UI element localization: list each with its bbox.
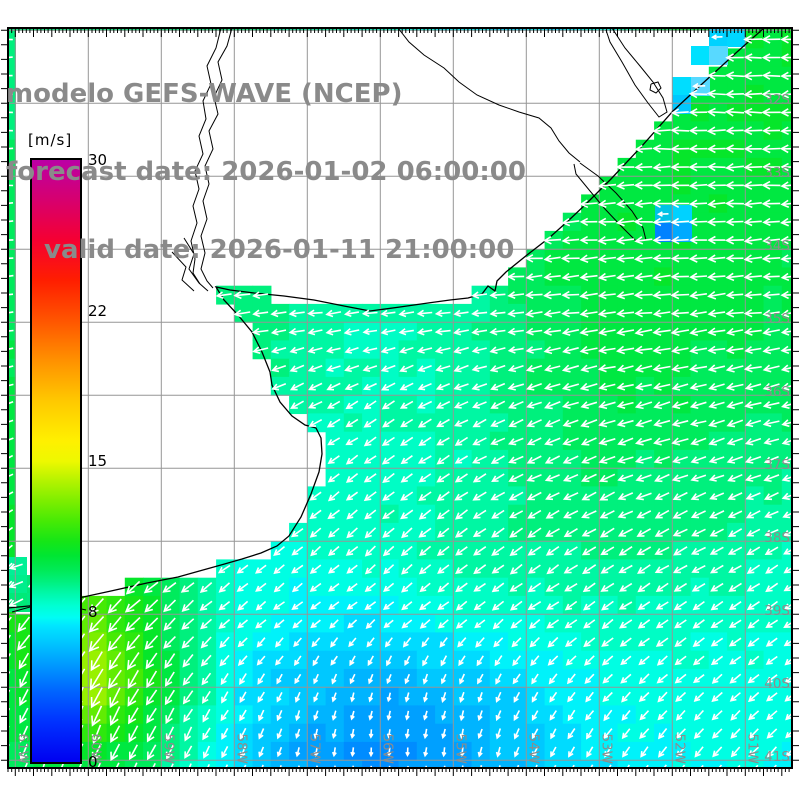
river-or-lagoon-outline (649, 81, 662, 94)
latitude-label: 32S (764, 92, 790, 108)
colorbar-tick-label: 0 (88, 753, 98, 771)
coastline (8, 28, 765, 609)
longitude-label: 58W (233, 733, 249, 764)
longitude-label: 59W (160, 733, 176, 764)
river-or-lagoon-outline (171, 251, 195, 292)
latitude-label: 39S (764, 603, 790, 619)
river-or-lagoon-outline (183, 237, 209, 292)
colorbar-gradient (32, 160, 80, 762)
latitude-label: 35S (764, 311, 790, 327)
colorbar-tick-label: 30 (88, 151, 108, 169)
latitude-label: 34S (764, 238, 790, 254)
latitude-label: 38S (764, 530, 790, 546)
colorbar-tick-label: 15 (88, 452, 108, 470)
colorbar (30, 158, 82, 764)
map-frame-and-ticks (1, 27, 799, 776)
latitude-label: 40S (764, 676, 790, 692)
latitude-label: 33S (764, 165, 790, 181)
longitude-label: 60W (87, 733, 103, 764)
longitude-label: 61W (14, 733, 30, 764)
latitude-label: 36S (764, 384, 790, 400)
axis-labels: 32S 33S 34S 35S 36S 37S 38S 39S 40S 41S 61W 60W 59W 5… (14, 92, 790, 765)
latitude-label: 41S (764, 749, 790, 765)
longitude-label: 51W (744, 733, 760, 764)
longitude-label: 52W (671, 733, 687, 764)
wind-arrows (8, 34, 792, 768)
colorbar-tick-label: 22 (88, 301, 108, 320)
colorbar-tick-label: 8 (88, 602, 98, 621)
longitude-label: 56W (379, 733, 395, 764)
colorbar-unit-label: [m/s] (28, 131, 73, 149)
latitude-label: 37S (764, 457, 790, 473)
axis-ticks (1, 29, 799, 776)
longitude-label: 55W (452, 733, 468, 764)
river-or-lagoon-outline (200, 28, 233, 289)
longitude-label: 54W (525, 733, 541, 764)
river-or-lagoon-outline (397, 28, 581, 163)
river-or-lagoon-outline (605, 28, 668, 118)
river-or-lagoon-outline (190, 28, 222, 285)
longitude-label: 53W (598, 733, 614, 764)
longitude-label: 57W (306, 733, 322, 764)
